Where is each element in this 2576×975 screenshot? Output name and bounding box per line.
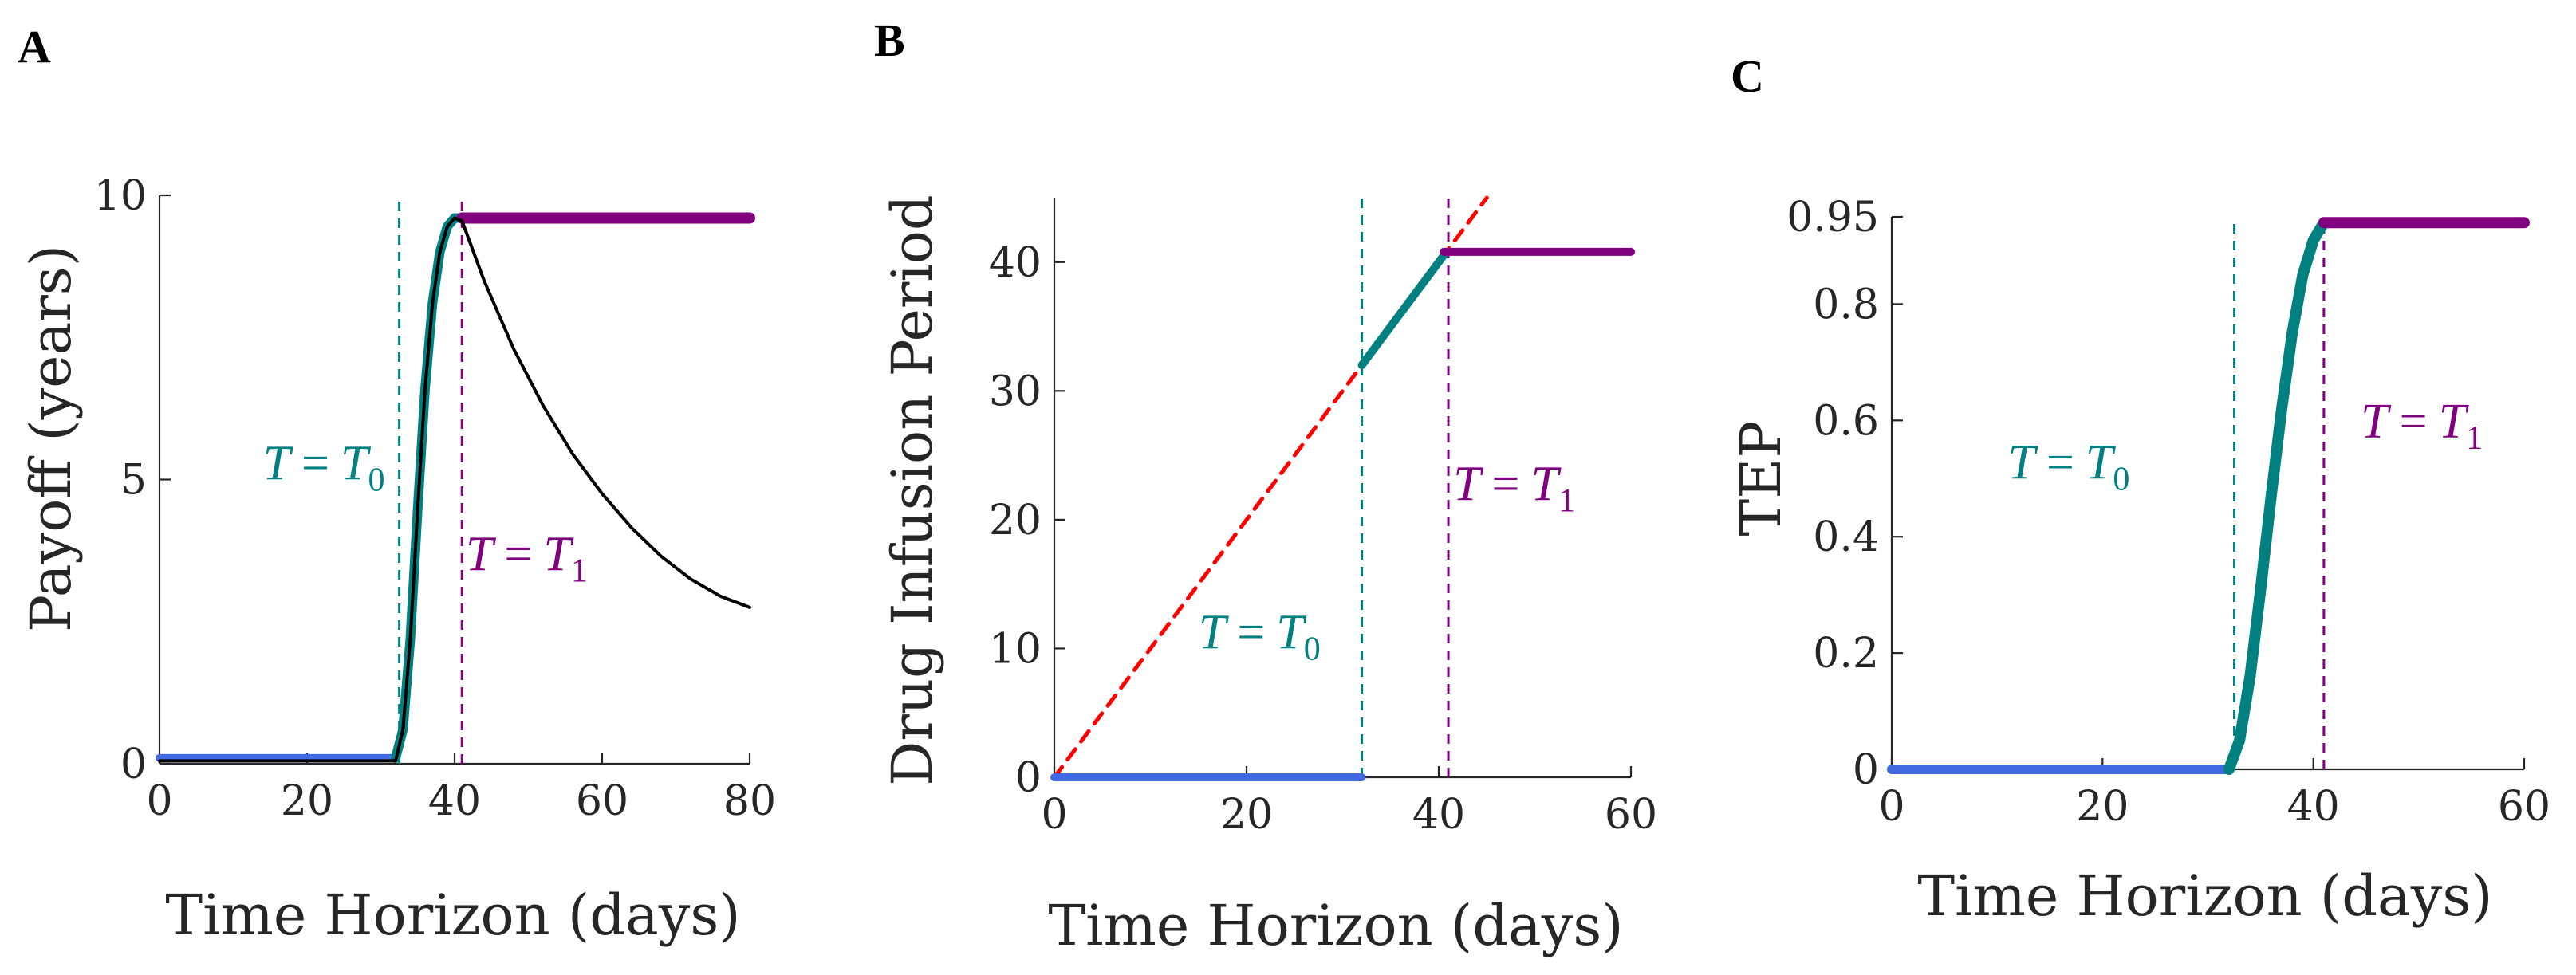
panel-b-xtick-label: 60 [1605,791,1657,839]
panel-c-annotation-lhs: T [2361,395,2392,449]
panel-a-annotation-lhs: T [263,437,294,491]
panel-a-xlabel: Time Horizon (days) [165,883,740,948]
panel-a-ylabel: Payoff (years) [18,245,84,632]
panel-c-annotation-lhs: T [2007,435,2038,489]
panel-a-xtick-label: 40 [428,777,481,825]
panel-a-xtick-label: 60 [576,777,628,825]
panel-c-ytick-label: 0.6 [1813,397,1879,445]
panel-c-xtick-label: 40 [2287,783,2340,831]
panel-c-ytick-label: 0.8 [1813,281,1879,328]
panel-a-ytick-label: 10 [94,172,147,220]
panel-a-xtick-label: 80 [723,777,776,825]
panel-b-annotation-lhs: T [1199,605,1230,659]
panel-b-ytick-label: 0 [1015,754,1042,802]
panel-a-annotation-0: T = T0 [263,437,385,499]
panel-a-ytick-label: 0 [120,741,147,788]
panel-b-ytick-label: 40 [989,239,1042,287]
panel-b-ylabel: Drug Infusion Period [880,195,945,785]
panel-a-xtick-label: 20 [281,777,333,825]
panel-b-xtick-label: 40 [1412,791,1465,839]
panel-a-annotation-eq: = [504,528,532,582]
panel-a-annotation-eq: = [301,437,329,491]
panel-c-annotation-rhs: T [2439,395,2470,449]
panel-c-ytick-label: 0.4 [1813,513,1879,561]
panel-a-annotation-1: T = T1 [466,528,588,590]
panel-c-annotation-1: T = T1 [2361,395,2483,457]
panel-b-series-infusion-teal [1357,251,1448,369]
panel-a-annotation-sub: 1 [571,553,588,590]
panel-b-annotation-rhs: T [1531,458,1562,512]
panel-c-ylabel: TEP [1728,421,1794,537]
panel-b-annotation-lhs: T [1453,458,1484,512]
panel-b-annotation-rhs: T [1276,605,1307,659]
panel-c-xtick-label: 60 [2498,783,2550,831]
panel-c-annotation-0: T = T0 [2007,435,2129,497]
panel-a-ytick-label: 5 [120,457,147,505]
panel-b-ytick-label: 30 [989,368,1042,415]
panel-a-series-payoff-black [158,216,751,763]
panel-a-series-payoff-teal [391,213,467,763]
panel-c-xlabel: Time Horizon (days) [1917,863,2492,929]
panel-c-ytick-label: 0.2 [1813,630,1879,678]
panel-b-xlabel: Time Horizon (days) [1048,893,1623,958]
panel-a-xtick-label: 0 [146,777,172,825]
panel-b-annotation-sub: 1 [1558,483,1575,520]
panel-b-annotation-eq: = [1237,605,1265,659]
panel-c-annotation-sub: 0 [2113,461,2129,497]
panel-c-label: C [1731,50,1764,102]
panel-b-xtick-label: 0 [1041,791,1067,839]
panel-c-xtick-label: 0 [1878,783,1904,831]
panel-b-ytick-label: 20 [989,497,1042,545]
panel-c-xtick-label: 20 [2076,783,2129,831]
panel-a-annotation-rhs: T [341,437,372,491]
panel-c-annotation-eq: = [2400,395,2428,449]
panel-a-annotation-sub: 0 [368,462,384,499]
panel-b-label: B [874,14,905,66]
panel-c-ytick-label: 0.95 [1786,194,1879,242]
panel-c-series-tep-teal [2223,217,2330,775]
panel-b-xtick-label: 20 [1220,791,1273,839]
panel-c-annotation-eq: = [2046,435,2074,489]
panel-a-annotation-rhs: T [543,528,574,582]
panel-c-annotation-sub: 1 [2466,420,2483,457]
panel-b-annotation-sub: 0 [1304,631,1321,667]
panel-b-annotation-eq: = [1492,458,1520,512]
panel-b-annotation-0: T = T0 [1199,605,1321,667]
panel-c-annotation-rhs: T [2086,435,2117,489]
panel-a-annotation-lhs: T [466,528,497,582]
panel-a-label: A [18,21,51,73]
panel-b-annotation-1: T = T1 [1453,458,1575,520]
panel-b-ytick-label: 10 [989,625,1042,673]
panel-c-ytick-label: 0 [1853,746,1879,794]
